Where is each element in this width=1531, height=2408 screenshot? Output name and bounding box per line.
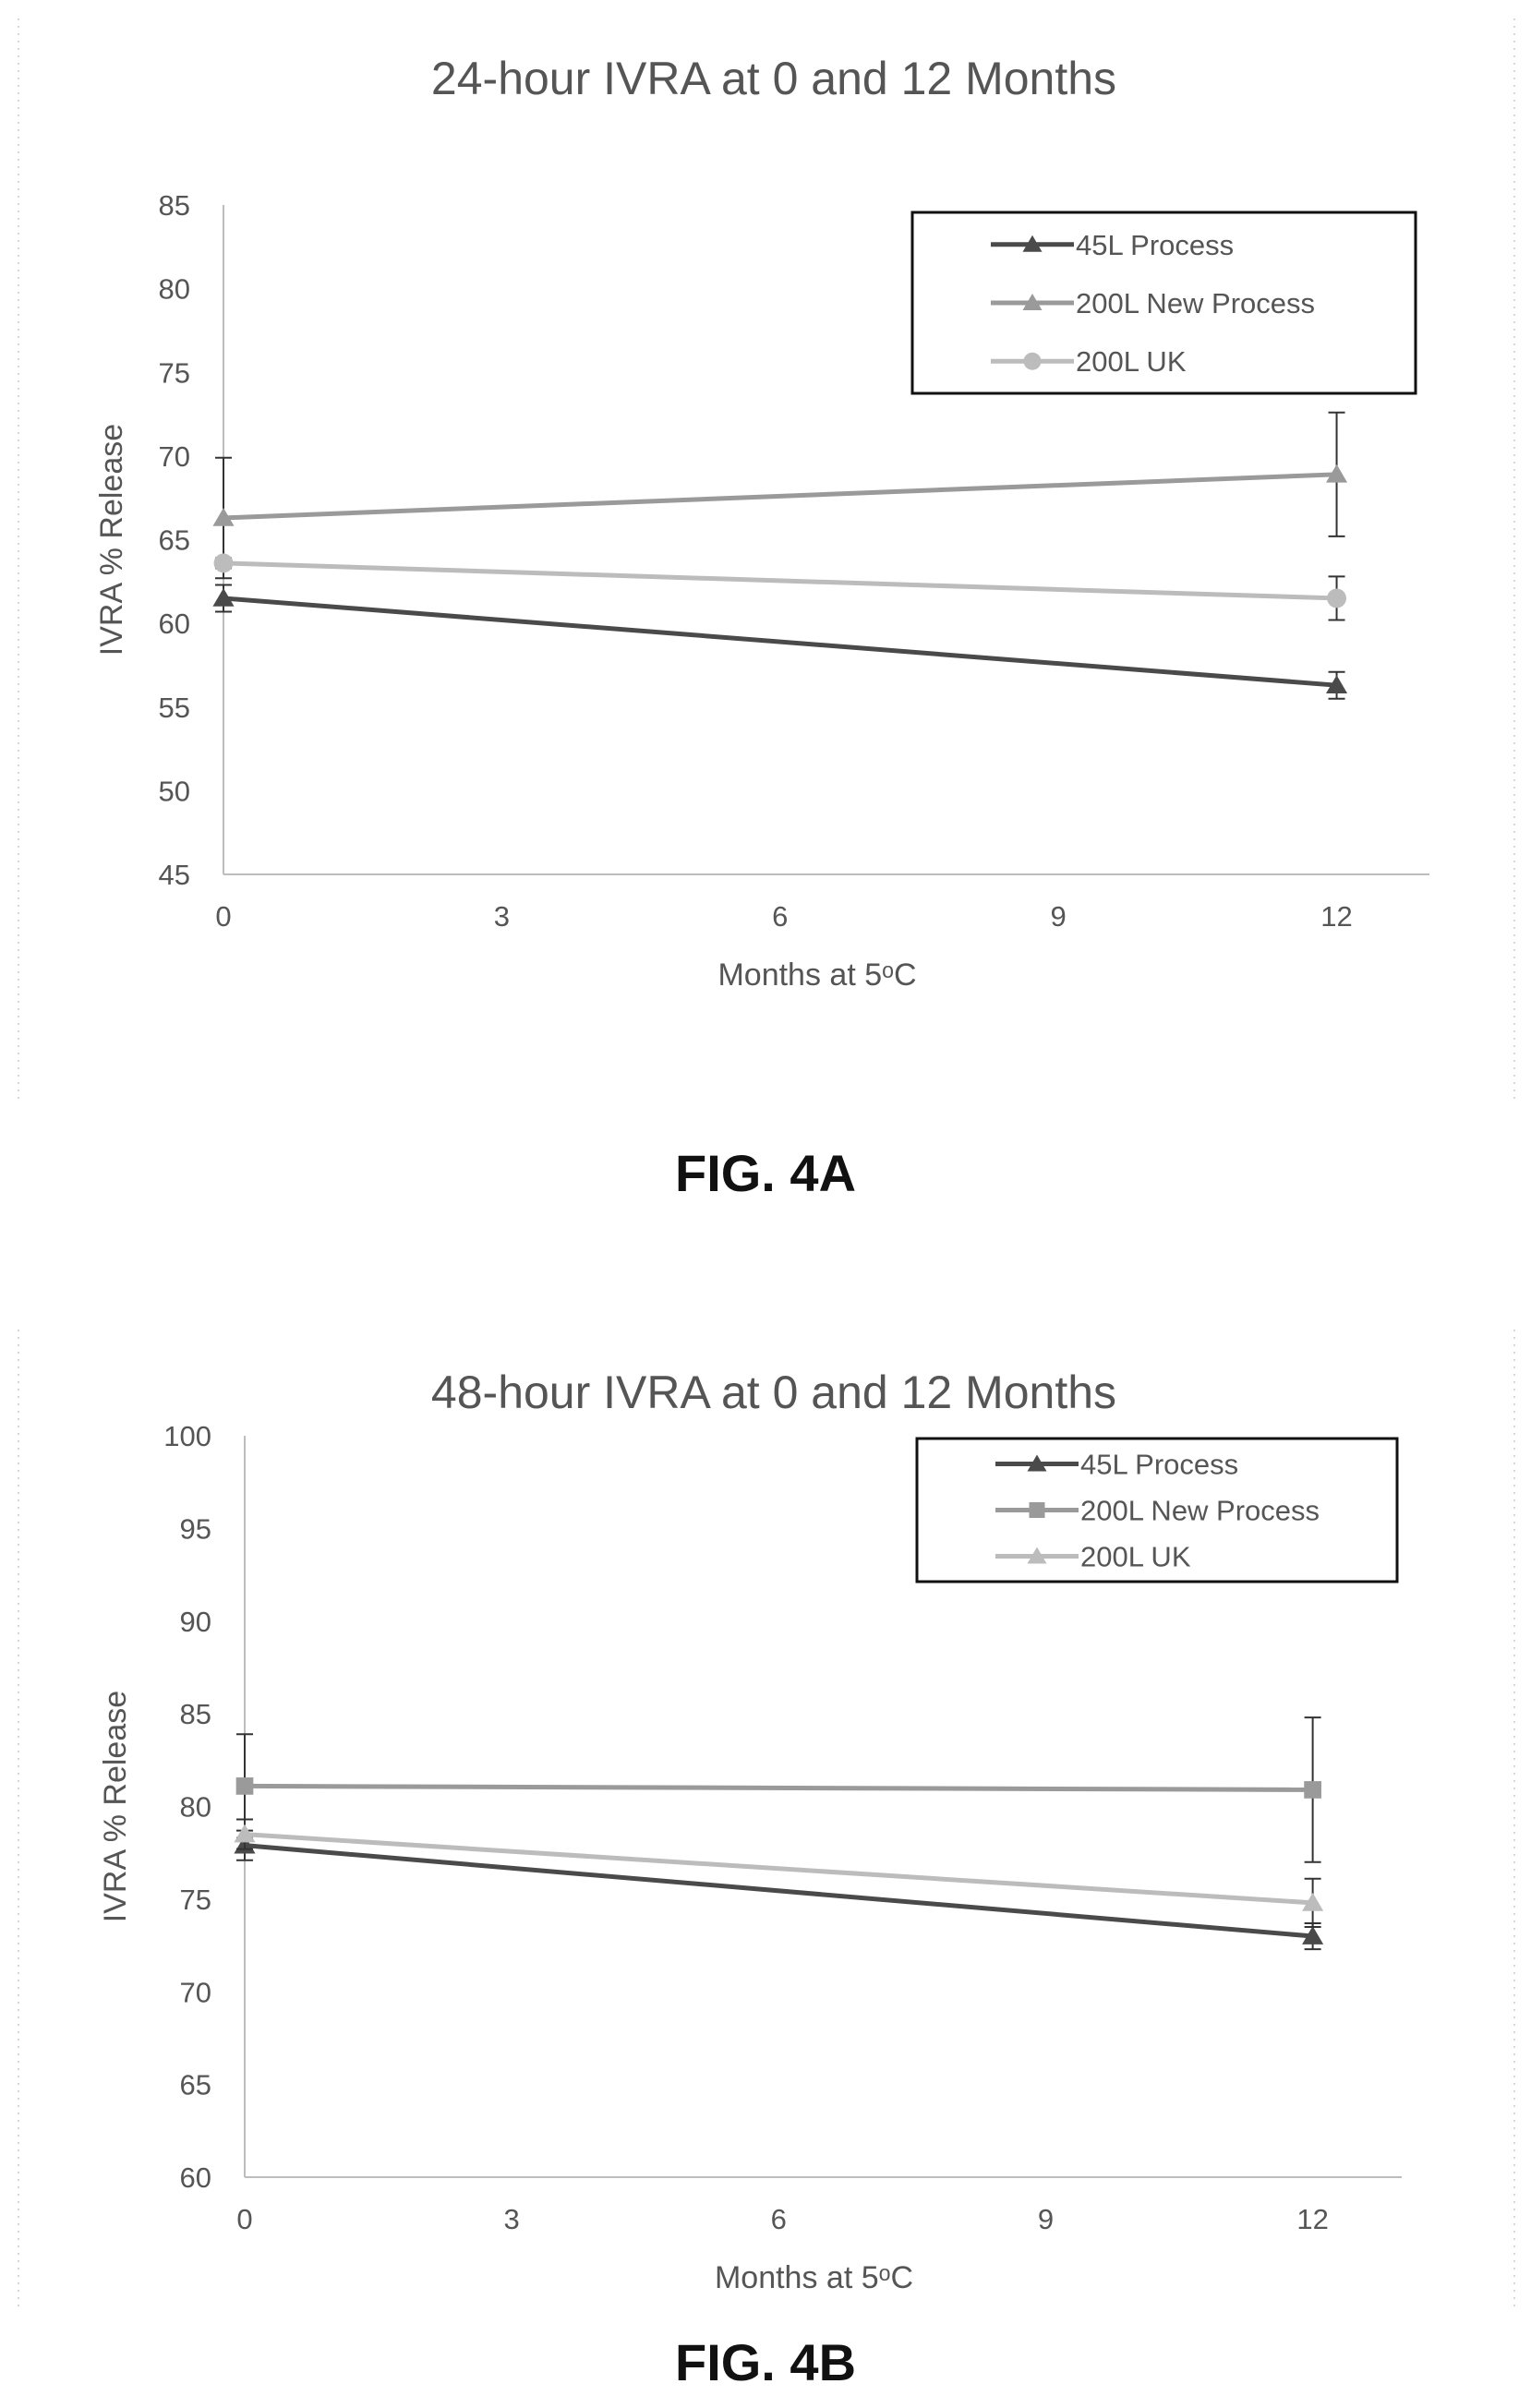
data-point-4a-2-1 — [1327, 588, 1346, 608]
y-axis-label-4b: IVRA % Release — [98, 1691, 133, 1922]
y-tick-label-4a: 50 — [159, 775, 190, 807]
x-tick-label-4b: 0 — [236, 2203, 252, 2235]
series-4b-1 — [235, 1716, 1321, 1863]
series-line-4a-0 — [223, 596, 1337, 688]
series-line-4a-2 — [223, 560, 1337, 601]
y-tick-label-4b: 80 — [180, 1791, 211, 1824]
x-tick-label-4b: 9 — [1038, 2203, 1054, 2235]
figure-caption-4a: FIG. 4A — [674, 1144, 857, 1202]
series-4a-1 — [212, 411, 1348, 580]
series-line-4a-1 — [223, 472, 1337, 521]
y-tick-label-4b: 90 — [180, 1606, 211, 1638]
legend-marker-4a-1 — [1022, 294, 1043, 310]
series-4b-0 — [234, 1829, 1324, 1951]
chart-4b: 48-hour IVRA at 0 and 12 Months606570758… — [18, 1330, 1515, 2308]
legend-label-4b-2: 200L UK — [1080, 1541, 1191, 1573]
x-axis-label-4a: Months at 5ᵒC — [717, 957, 916, 993]
legend-marker-4b-1 — [1029, 1502, 1045, 1518]
legend-marker-4b-0 — [1027, 1454, 1047, 1472]
chart-title-4a: 24-hour IVRA at 0 and 12 Months — [431, 53, 1116, 104]
y-tick-label-4b: 95 — [180, 1512, 211, 1545]
x-tick-label-4a: 12 — [1320, 900, 1352, 933]
data-point-4a-2-0 — [213, 553, 234, 573]
data-point-4a-0-0 — [212, 587, 235, 607]
legend-label-4a-2: 200L UK — [1076, 345, 1187, 378]
y-tick-label-4b: 85 — [180, 1698, 211, 1730]
data-point-4b-1-0 — [235, 1777, 254, 1795]
y-tick-label-4b: 100 — [163, 1420, 211, 1452]
data-point-4b-0-1 — [1302, 1926, 1324, 1944]
y-tick-label-4a: 85 — [159, 189, 190, 222]
data-point-4a-1-0 — [212, 507, 235, 526]
data-point-4b-2-1 — [1302, 1892, 1324, 1911]
y-tick-label-4b: 70 — [180, 1976, 211, 2008]
y-tick-label-4b: 75 — [180, 1884, 211, 1916]
series-line-4b-0 — [244, 1843, 1313, 1939]
legend-label-4b-0: 45L Process — [1080, 1449, 1238, 1481]
y-tick-label-4a: 75 — [159, 356, 190, 389]
x-tick-label-4a: 3 — [494, 900, 510, 933]
figure-caption-4b: FIG. 4B — [674, 2333, 857, 2391]
series-line-4b-2 — [244, 1832, 1313, 1906]
x-axis-label-4b: Months at 5ᵒC — [715, 2260, 913, 2295]
series-4a-0 — [212, 584, 1348, 700]
y-tick-label-4b: 65 — [180, 2069, 211, 2101]
legend-marker-4a-0 — [1022, 235, 1043, 252]
x-tick-label-4a: 9 — [1051, 900, 1067, 933]
x-tick-label-4a: 0 — [215, 900, 231, 933]
data-point-4a-1-1 — [1325, 464, 1348, 483]
y-tick-label-4a: 55 — [159, 692, 190, 724]
data-point-4b-2-0 — [234, 1824, 256, 1843]
series-4a-2 — [213, 553, 1346, 621]
legend-4a: 45L Process 200L New Process 200L UK — [910, 211, 1417, 395]
series-line-4b-1 — [244, 1783, 1313, 1792]
y-axis-label-4a: IVRA % Release — [94, 424, 129, 656]
chart-title-4b: 48-hour IVRA at 0 and 12 Months — [431, 1367, 1116, 1418]
data-point-4b-1-1 — [1304, 1781, 1321, 1799]
x-tick-label-4b: 3 — [504, 2203, 520, 2235]
series-4b-2 — [234, 1818, 1324, 1928]
y-tick-label-4a: 70 — [159, 440, 190, 473]
x-tick-label-4b: 6 — [771, 2203, 787, 2235]
legend-marker-4b-2 — [1027, 1547, 1047, 1564]
y-tick-label-4a: 80 — [159, 273, 190, 306]
y-tick-label-4a: 60 — [159, 608, 190, 640]
legend-4b: 45L Process 200L New Process 200L UK — [915, 1437, 1399, 1583]
y-tick-label-4a: 65 — [159, 524, 190, 557]
legend-marker-4a-2 — [1023, 352, 1042, 370]
chart-4a: 24-hour IVRA at 0 and 12 Months455055606… — [18, 18, 1515, 1103]
x-tick-label-4b: 12 — [1296, 2203, 1328, 2235]
y-tick-label-4a: 45 — [159, 859, 190, 891]
y-tick-label-4b: 60 — [180, 2161, 211, 2194]
x-tick-label-4a: 6 — [772, 900, 788, 933]
legend-label-4b-1: 200L New Process — [1080, 1495, 1320, 1527]
legend-label-4a-0: 45L Process — [1076, 229, 1234, 261]
data-point-4a-0-1 — [1325, 675, 1348, 693]
legend-label-4a-1: 200L New Process — [1076, 287, 1315, 319]
